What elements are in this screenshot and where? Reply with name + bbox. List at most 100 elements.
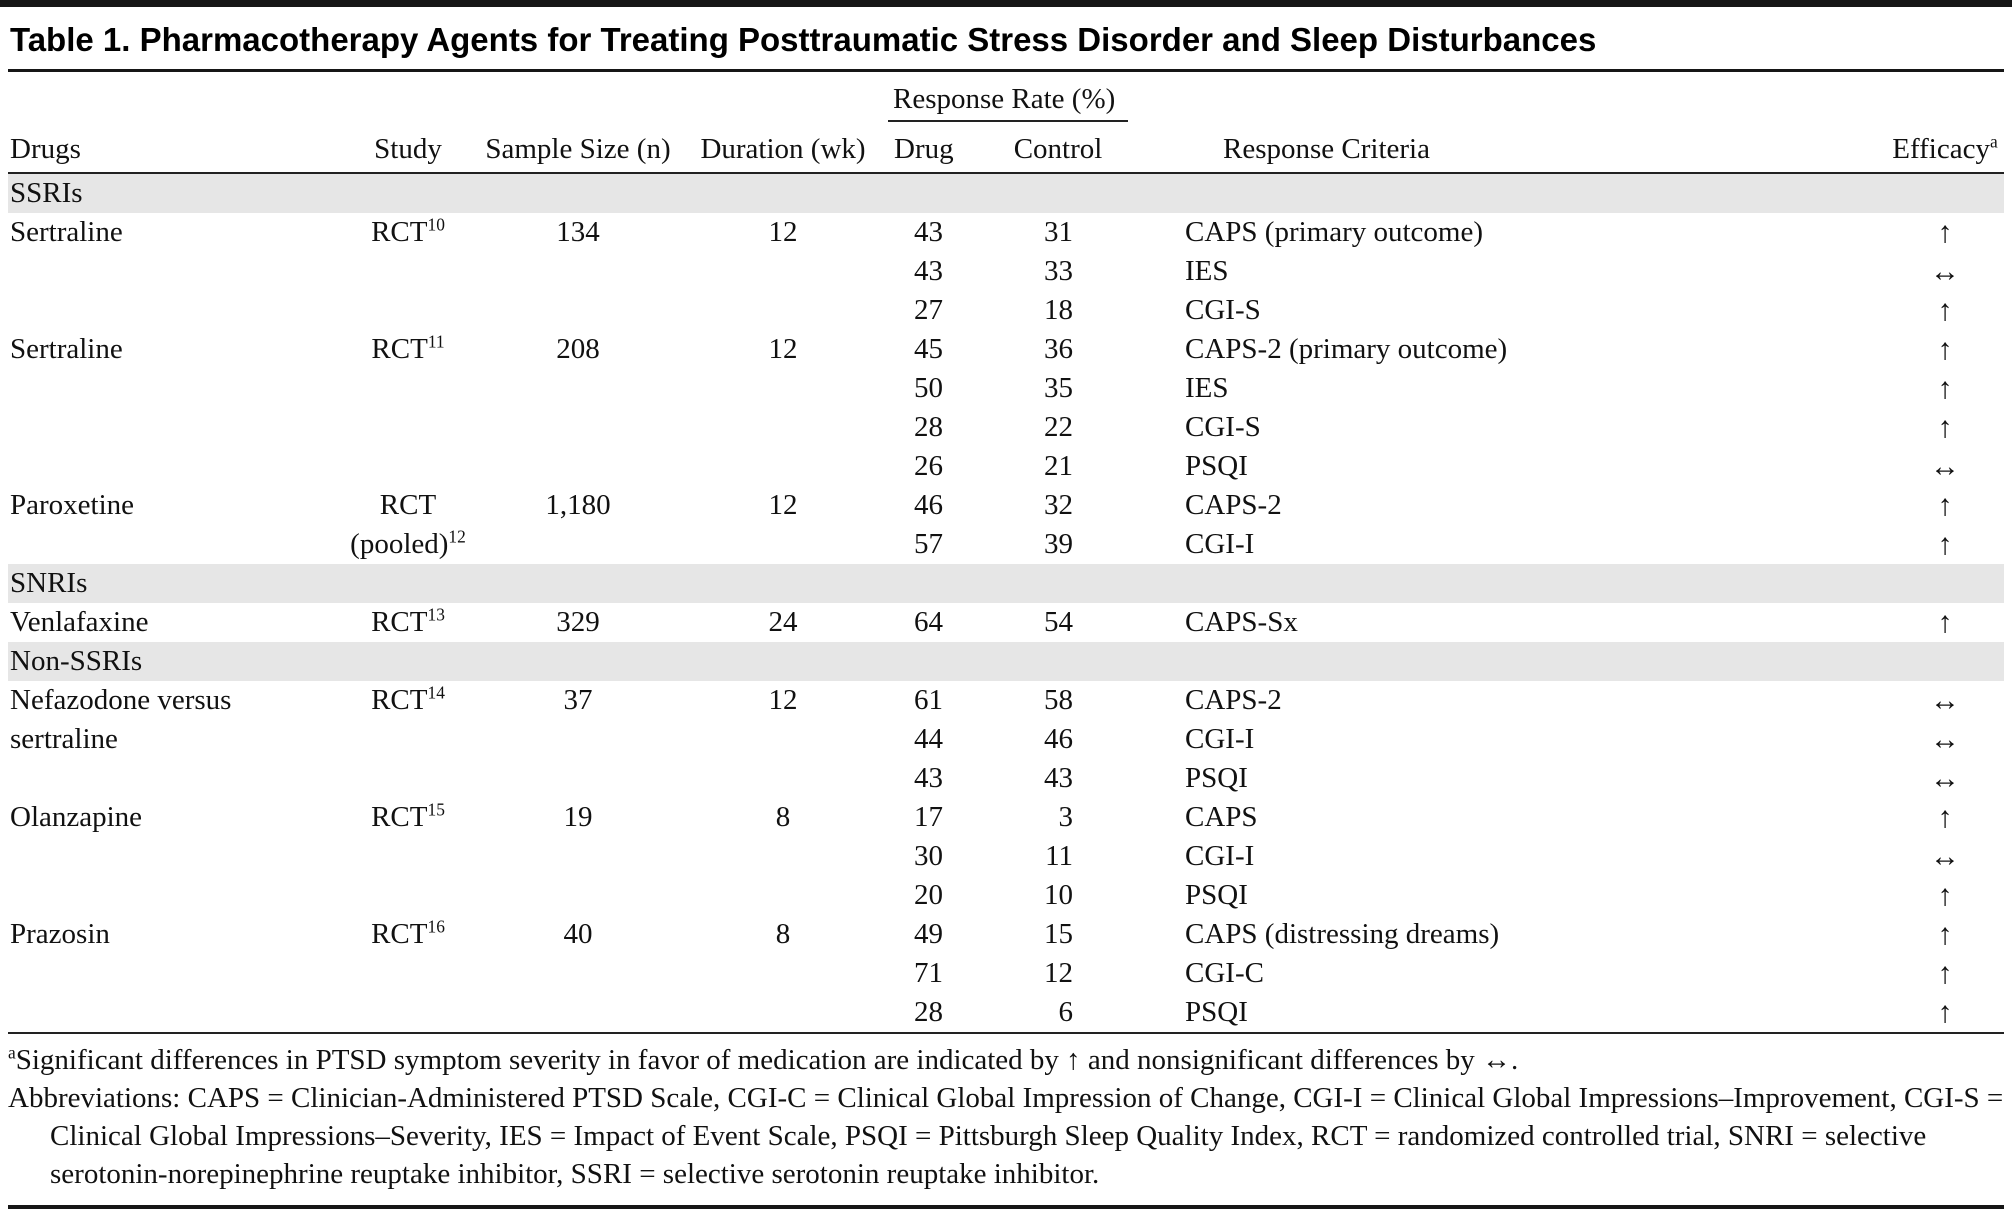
response-criteria-cell: CAPS	[1185, 801, 1258, 833]
drug-response-cell: 50	[914, 372, 943, 404]
control-response-cell: 15	[1044, 918, 1073, 950]
study-row: Paroxetine RCT (pooled)12 1,180 12 46 32 CAPS-2…	[8, 486, 2004, 560]
control-response-cell: 6	[1058, 996, 1074, 1028]
spanner-spacer-study	[338, 72, 478, 121]
spanner-spacer-drugs	[8, 72, 338, 121]
response-criteria-cell: CAPS-2	[1185, 684, 1282, 716]
control-response-cell: 35	[1044, 372, 1073, 404]
pharmacotherapy-table: Response Rate (%) Drugs Study Sample Siz…	[8, 72, 2004, 1034]
footnote-significance: aSignificant differences in PTSD symptom…	[8, 1041, 2004, 1079]
study-cell: RCT16	[371, 916, 445, 950]
duration-cell: 12	[768, 684, 798, 716]
response-criteria-cell: PSQI	[1185, 996, 1248, 1028]
drug-response-cell: 57	[914, 528, 943, 560]
study-row: Venlafaxine RCT13 329 24 64 54 CAPS-Sx ↑	[8, 603, 2004, 642]
drug-response-cell: 64	[914, 606, 943, 638]
study-row: 26 21 PSQI ↔	[8, 447, 2004, 486]
column-header-row: Drugs Study Sample Size (n) Duration (wk…	[8, 121, 2004, 174]
response-criteria-cell: PSQI	[1185, 762, 1248, 794]
response-rate-spanner: Response Rate (%)	[888, 72, 1128, 122]
drug-response-cell: 43	[914, 255, 943, 287]
section-label: SSRIs	[8, 173, 2004, 213]
drug-response-cell: 45	[914, 333, 943, 365]
control-response-cell: 39	[1044, 528, 1073, 560]
response-criteria-cell: IES	[1185, 255, 1229, 287]
section-label: Non-SSRIs	[8, 642, 2004, 681]
control-response-cell: 21	[1044, 450, 1073, 482]
response-criteria-cell: CGI-S	[1185, 294, 1261, 326]
control-response-cell: 58	[1044, 684, 1073, 716]
section-header-row: SSRIs	[8, 173, 2004, 213]
footnotes: aSignificant differences in PTSD symptom…	[8, 1034, 2004, 1193]
response-criteria-cell: IES	[1185, 372, 1229, 404]
spanner-spacer-criteria	[1128, 72, 1748, 121]
study-row: 44 46 CGI-I ↔	[8, 720, 2004, 759]
efficacy-cell: ↑	[1937, 801, 1953, 834]
response-criteria-cell: CGI-S	[1185, 411, 1261, 443]
study-row: Olanzapine RCT15 19 8 17 3 CAPS ↑	[8, 798, 2004, 837]
control-response-cell: 12	[1044, 957, 1073, 989]
bottom-rule	[8, 1205, 2004, 1209]
drug-response-cell: 27	[914, 294, 943, 326]
response-criteria-cell: CAPS (distressing dreams)	[1185, 918, 1500, 950]
study-cell: RCT (pooled)12	[350, 489, 466, 560]
study-cell: RCT15	[371, 799, 445, 833]
drug-response-cell: 17	[914, 801, 943, 833]
efficacy-cell: ↔	[1930, 255, 1960, 288]
response-criteria-cell: CGI-I	[1185, 723, 1255, 755]
column-header-duration: Duration (wk)	[678, 121, 888, 174]
sample-size-cell: 40	[563, 918, 593, 950]
column-header-response-criteria: Response Criteria	[1128, 121, 1748, 174]
column-header-drugs: Drugs	[8, 121, 338, 174]
study-row: 50 35 IES ↑	[8, 369, 2004, 408]
response-criteria-cell: CAPS-Sx	[1185, 606, 1298, 638]
drug-response-cell: 26	[914, 450, 943, 482]
study-cell: RCT13	[371, 604, 445, 638]
footnote-abbreviations: Abbreviations: CAPS = Clinician-Administ…	[8, 1082, 2004, 1190]
spanner-row: Response Rate (%)	[8, 72, 2004, 122]
duration-cell: 12	[768, 216, 798, 248]
sample-size-cell: 1,180	[545, 489, 611, 521]
control-response-cell: 22	[1044, 411, 1073, 443]
study-row: 43 33 IES ↔	[8, 252, 2004, 291]
drug-response-cell: 43	[914, 762, 943, 794]
column-header-efficacy: Efficacya	[1748, 121, 2004, 174]
efficacy-cell: ↔	[1930, 723, 1960, 756]
efficacy-cell: ↑	[1937, 294, 1953, 327]
efficacy-cell: ↑	[1937, 216, 1953, 249]
spanner-spacer-sample	[478, 72, 678, 121]
study-cell: RCT10	[371, 214, 445, 248]
spanner-spacer-efficacy	[1748, 72, 2004, 121]
study-cell: RCT14	[371, 682, 445, 716]
efficacy-cell: ↔	[1930, 840, 1960, 873]
drug-response-cell: 71	[914, 957, 943, 989]
efficacy-cell: ↑	[1937, 606, 1953, 639]
sample-size-cell: 134	[556, 216, 600, 248]
sample-size-cell: 208	[556, 333, 600, 365]
efficacy-cell: ↑	[1937, 411, 1953, 444]
section-label: SNRIs	[8, 564, 2004, 603]
efficacy-cell: ↑	[1937, 489, 1953, 522]
study-row: 71 12 CGI-C ↑	[8, 954, 2004, 993]
efficacy-cell: ↑	[1937, 879, 1953, 912]
spanner-spacer-duration	[678, 72, 888, 121]
control-response-cell: 46	[1044, 723, 1073, 755]
control-response-cell: 43	[1044, 762, 1073, 794]
control-response-cell: 11	[1045, 840, 1073, 872]
drug-response-cell: 28	[914, 411, 943, 443]
study-cell: RCT11	[371, 331, 445, 365]
efficacy-cell: ↑	[1937, 918, 1953, 951]
drug-name-cell: Paroxetine	[10, 489, 135, 521]
section-header-row: Non-SSRIs	[8, 642, 2004, 681]
response-criteria-cell: CAPS (primary outcome)	[1185, 216, 1484, 248]
response-criteria-cell: PSQI	[1185, 450, 1248, 482]
drug-response-cell: 49	[914, 918, 943, 950]
efficacy-cell: ↑	[1937, 996, 1953, 1029]
efficacy-footnote-marker: a	[1989, 131, 1998, 152]
drug-response-cell: 20	[914, 879, 943, 911]
response-criteria-cell: PSQI	[1185, 879, 1248, 911]
efficacy-cell: ↑	[1937, 333, 1953, 366]
study-row: Prazosin RCT16 40 8 49 15 CAPS (distressing dr…	[8, 915, 2004, 954]
table-title: Table 1. Pharmacotherapy Agents for Trea…	[8, 7, 2004, 72]
duration-cell: 8	[775, 801, 791, 833]
